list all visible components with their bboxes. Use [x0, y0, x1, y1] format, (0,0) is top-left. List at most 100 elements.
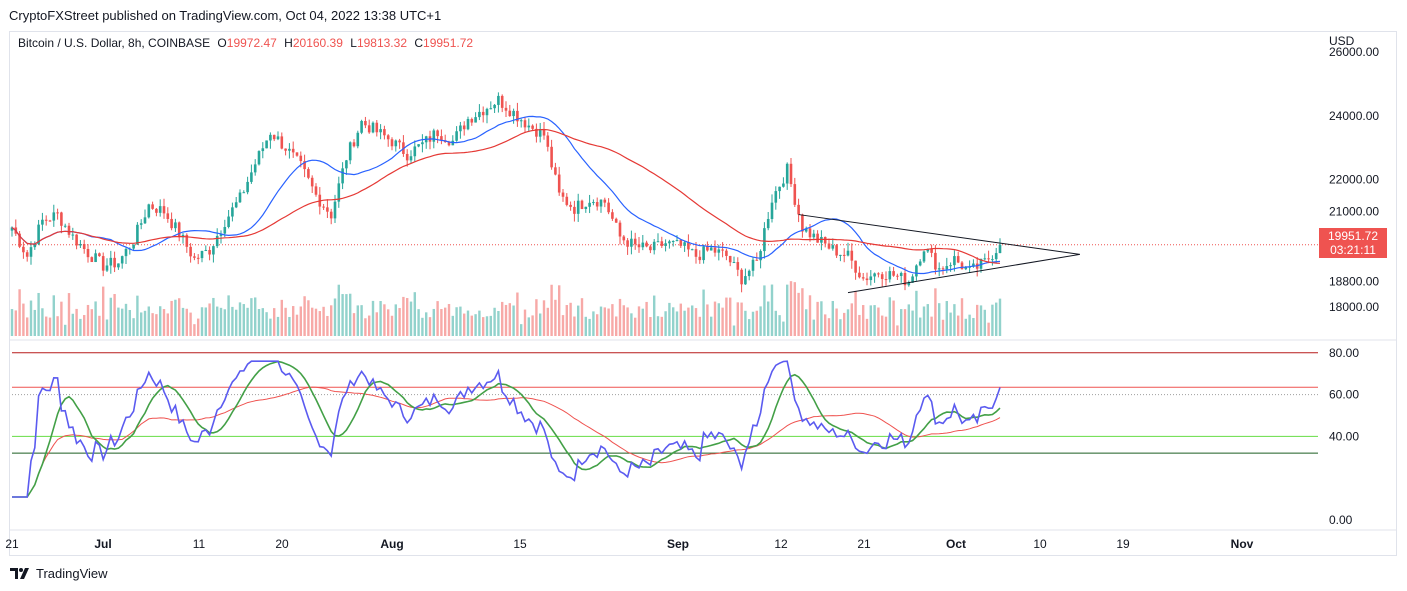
candle-body [196, 257, 200, 259]
volume-bar [561, 315, 565, 336]
candle-body [884, 279, 888, 281]
volume-bar [915, 290, 918, 336]
currency-label[interactable]: USD [1329, 34, 1355, 48]
volume-bar [569, 302, 572, 336]
candle-body [595, 202, 599, 207]
candle-body [611, 212, 614, 219]
volume-bar [907, 304, 910, 336]
sma-slow-line [11, 128, 1001, 264]
volume-bar [740, 302, 743, 336]
candle-body [535, 128, 538, 137]
volume-bar [660, 316, 663, 336]
candle-body [481, 111, 485, 116]
volume-bar [930, 316, 933, 336]
candle-body [322, 206, 325, 208]
candle-body [90, 257, 94, 263]
volume-bar [732, 325, 736, 336]
candle-body [516, 110, 519, 122]
candle-body [310, 177, 314, 187]
price-axis-tick: 18800.00 [1329, 275, 1379, 289]
price-axis-tick: 24000.00 [1329, 109, 1379, 123]
time-axis-tick: Jul [94, 537, 111, 551]
candle-body [987, 258, 990, 260]
candle-body [124, 248, 128, 257]
candle-body [25, 252, 29, 257]
candle-body [98, 253, 101, 257]
candle-body [234, 202, 238, 208]
candle-body [303, 161, 306, 170]
candle-body [405, 153, 409, 161]
candle-body [728, 255, 732, 263]
time-axis-tick: Aug [380, 537, 403, 551]
volume-bar [235, 309, 238, 336]
candle-body [417, 144, 420, 147]
volume-bar [219, 307, 223, 336]
volume-bar [22, 303, 25, 336]
candle-body [367, 125, 371, 133]
candle-body [485, 108, 489, 116]
open-value: 19972.47 [226, 36, 277, 50]
volume-bar [941, 319, 945, 336]
candle-body [348, 142, 352, 161]
volume-bar [793, 282, 796, 336]
candle-body [212, 246, 215, 255]
candle-body [633, 238, 637, 245]
candle-body [86, 248, 90, 258]
volume-bar [280, 299, 283, 336]
volume-bar [413, 292, 416, 336]
candle-body [671, 240, 675, 242]
candle-body [880, 274, 884, 280]
candle-body [299, 155, 303, 162]
volume-bar [330, 305, 333, 336]
publish-line: CryptoFXStreet published on TradingView.… [9, 8, 442, 23]
volume-bar [257, 309, 261, 336]
volume-bar [577, 305, 580, 336]
tradingview-logo-icon [10, 568, 29, 579]
volume-bar [637, 306, 641, 336]
volume-bar [121, 308, 124, 336]
symbol-label[interactable]: Bitcoin / U.S. Dollar, 8h, COINBASE [18, 36, 211, 50]
chart-frame [9, 31, 1397, 556]
candle-body [56, 212, 59, 214]
volume-bar [706, 304, 709, 336]
volume-bar [394, 304, 397, 336]
volume-bar [926, 304, 929, 336]
candle-body [177, 222, 181, 238]
candle-body [497, 95, 500, 105]
volume-bar [672, 307, 675, 336]
candle-body [288, 148, 291, 151]
volume-bar [273, 308, 276, 336]
volume-bar [75, 308, 78, 336]
volume-bar [888, 297, 891, 336]
candle-body [918, 261, 922, 266]
candle-body [383, 129, 386, 136]
candle-body [33, 244, 37, 248]
volume-bar [649, 317, 652, 336]
candle-body [994, 253, 998, 260]
volume-bar [466, 310, 470, 336]
volume-bar [501, 301, 504, 336]
candle-body [690, 249, 694, 251]
candle-body [291, 148, 295, 153]
volume-bar [10, 309, 14, 336]
volume-bar [584, 316, 587, 336]
candle-body [105, 265, 109, 271]
volume-bar [520, 324, 523, 336]
volume-bar [596, 314, 599, 336]
time-axis-tick: 19 [1116, 537, 1130, 551]
candle-body [352, 142, 356, 147]
volume-bar [991, 304, 994, 336]
volume-bar [588, 318, 591, 336]
volume-bar [949, 312, 952, 336]
candle-body [41, 219, 44, 225]
candle-body [200, 250, 204, 259]
volume-bar [406, 298, 409, 336]
volume-bar [250, 298, 253, 336]
candle-body [375, 122, 379, 133]
volume-bar [770, 284, 774, 336]
volume-bar [694, 308, 698, 336]
volume-bar [824, 314, 827, 336]
candle-body [242, 192, 246, 194]
tradingview-brand[interactable]: TradingView [10, 566, 108, 581]
